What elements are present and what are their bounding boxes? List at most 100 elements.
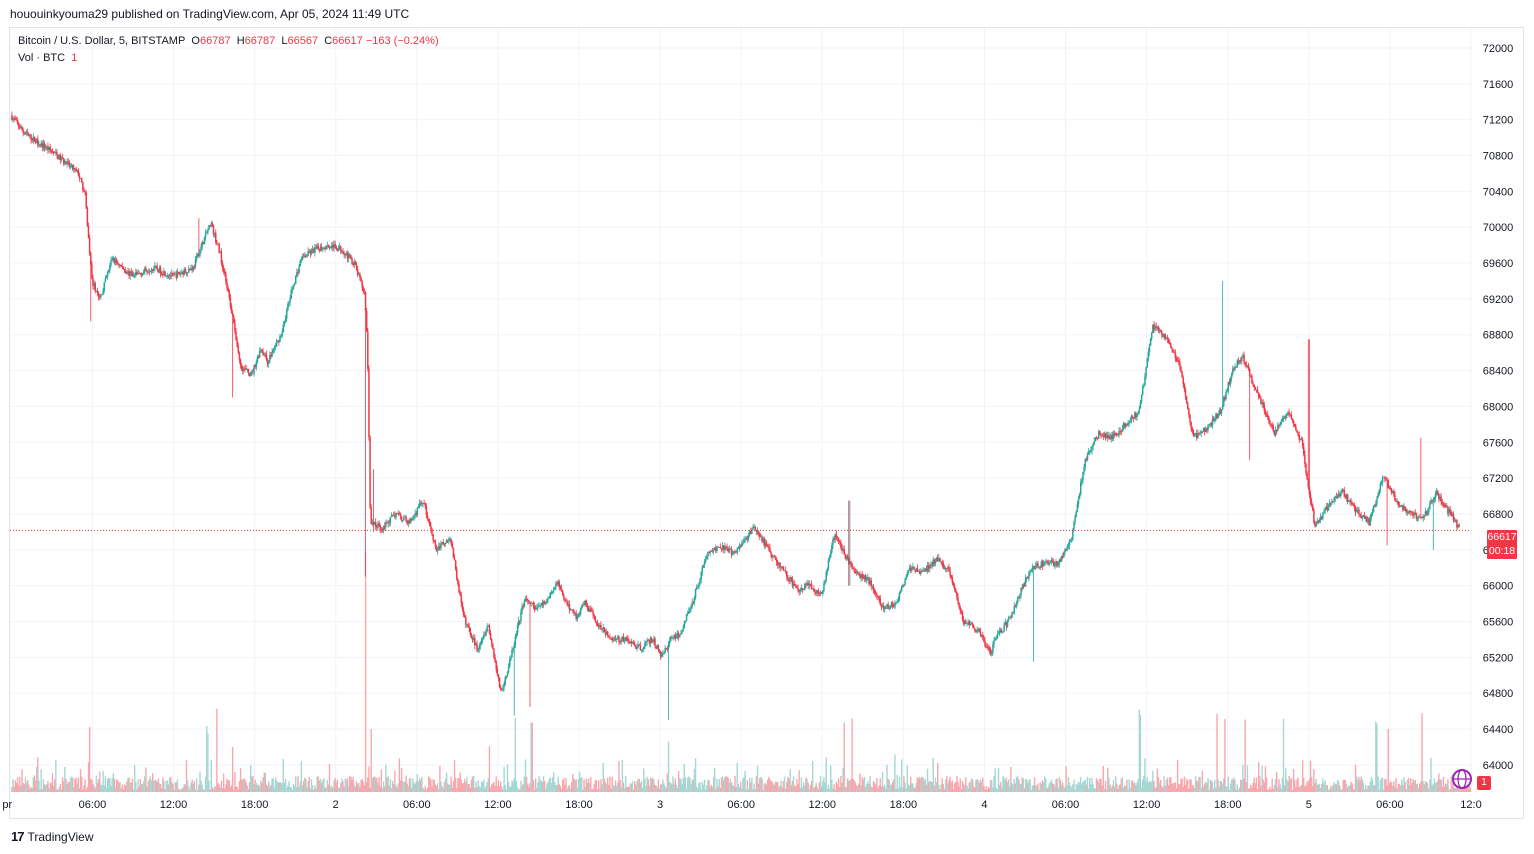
candle-body [1343,489,1346,497]
volume-bar [551,777,554,792]
candle-body [62,158,65,164]
candle-body [922,570,924,572]
candle-body [26,132,29,135]
candle-body [1177,360,1180,362]
volume-bar [1467,785,1469,792]
volume-bar [1444,783,1447,792]
volume-bar [453,760,456,792]
candle-body [737,548,740,550]
candle-body [497,674,500,678]
candle-body [1245,364,1248,367]
volume-bar [529,783,531,792]
candle-body [761,536,763,542]
globe-icon[interactable] [1451,768,1473,790]
volume-bar [568,785,571,792]
candle-body [1090,450,1092,452]
volume-bar [513,777,515,792]
candle-body [581,605,583,609]
volume-bar [133,764,136,792]
volume-bar [871,787,874,792]
time-tick-label: 06:00 [403,799,431,811]
volume-bar [1141,779,1144,792]
candle-body [641,649,644,650]
volume-bar [137,779,139,792]
candle-body [95,291,98,292]
volume-bar [449,785,451,792]
time-axis[interactable]: pr 06:00 12:00 18:00 2 06:00 12:00 18:00 3 06:00 1… [2,799,1481,811]
volume-bar [76,783,78,792]
volume-bar [1192,785,1195,792]
volume-bar [1438,773,1440,792]
volume-bar [550,782,553,792]
candle-body [759,534,761,537]
volume-bar [1033,777,1036,792]
volume-bar [131,778,134,792]
candle-body [764,542,767,547]
volume-bar [325,787,327,792]
volume-bar [165,780,167,792]
price-axis[interactable]: 7200071600712007080070400700006960069200… [1483,43,1514,772]
candle-body [1082,471,1084,480]
volume-bar [236,786,238,792]
volume-bar [87,762,90,792]
volume-bar [35,766,38,792]
volume-bar [969,781,972,792]
volume-bar [1346,787,1349,792]
candle-body [1057,564,1059,566]
volume-bar [298,787,300,792]
candle-body [102,290,104,295]
volume-legend[interactable]: Vol · BTC 1 [18,52,77,64]
volume-bar [1324,780,1326,792]
candle-body [175,273,178,279]
candle-body [724,546,726,550]
volume-bar [795,786,797,792]
volume-bar [91,779,93,792]
candle-body [631,642,634,644]
candle-body [1282,417,1285,419]
candle-body [788,579,790,582]
volume-bar [1202,786,1205,792]
chart-frame[interactable] [9,27,1524,819]
candle-body [52,151,55,153]
volume-bar [172,783,174,792]
volume-bar [24,777,27,792]
volume-bar [806,778,808,792]
volume-bar [199,771,201,792]
volume-label[interactable]: Vol · BTC [18,52,66,64]
volume-bar [710,784,713,792]
volume-bar [1055,779,1057,792]
volume-bar [659,784,662,792]
candle-body [478,645,481,649]
volume-bar [154,779,156,792]
candle-body [1070,539,1073,541]
volume-bar [1078,782,1081,792]
symbol-legend[interactable]: Bitcoin / U.S. Dollar, 5, BITSTAMP O6678… [18,35,439,47]
volume-bar [445,772,448,792]
candle-body [465,617,467,625]
candle-body [948,567,950,571]
volume-bar [1176,759,1179,792]
volume-bar [153,781,155,792]
volume-bar [138,786,140,792]
volume-bar [1121,777,1124,792]
tradingview-logo[interactable]: 17 TradingView [11,829,94,844]
volume-bar [413,782,415,792]
candle-body [976,629,978,633]
price-tick-label: 72000 [1483,43,1514,55]
volume-bar [1117,789,1119,792]
volume-bar [761,778,763,792]
candle-body [672,637,674,639]
volume-bar [855,784,858,792]
candle-body [850,561,852,564]
candle-body [442,542,445,544]
candle-body [1063,551,1065,558]
volume-bar [857,785,859,792]
candle-body [216,242,218,244]
volume-bar [450,776,452,792]
volume-bar [108,777,110,792]
candle-body [71,164,74,170]
symbol-name[interactable]: Bitcoin / U.S. Dollar, 5, BITSTAMP [18,35,186,47]
volume-bar [720,777,723,792]
candle-body [864,575,867,580]
